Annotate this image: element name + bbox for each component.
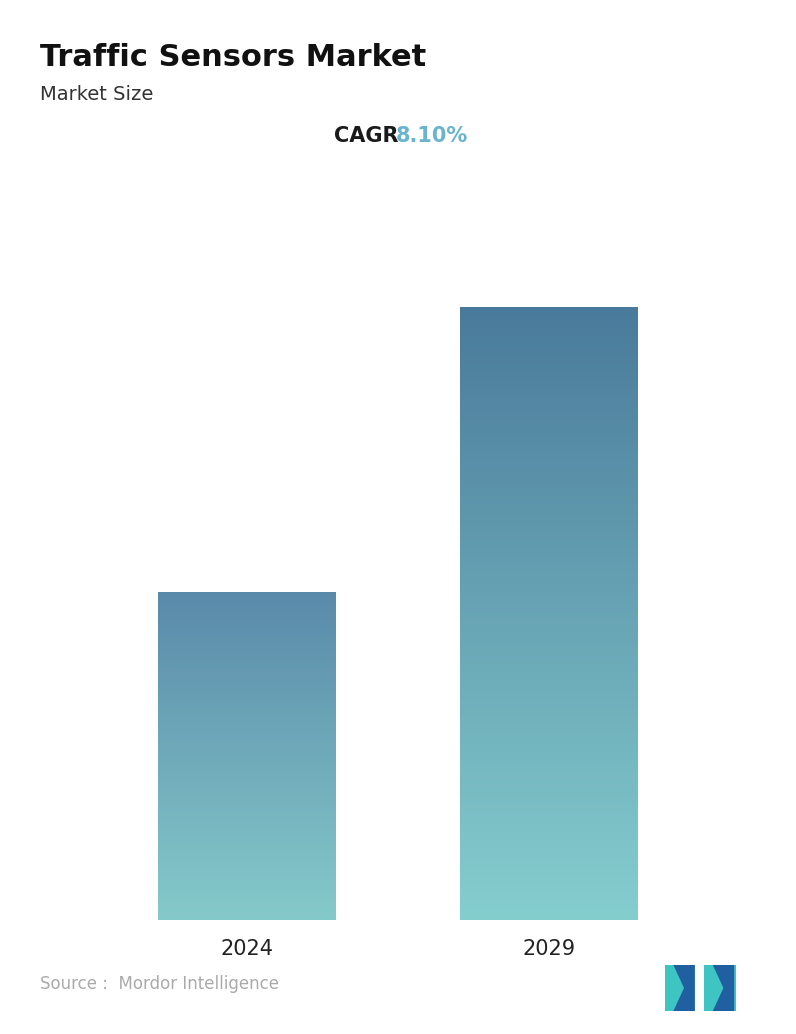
Text: Traffic Sensors Market: Traffic Sensors Market <box>40 43 426 72</box>
Text: Source :  Mordor Intelligence: Source : Mordor Intelligence <box>40 975 279 994</box>
Bar <box>704 965 736 1011</box>
Text: 2029: 2029 <box>522 939 576 959</box>
Polygon shape <box>673 965 695 1011</box>
Text: 8.10%: 8.10% <box>396 126 468 146</box>
Text: CAGR: CAGR <box>334 126 406 146</box>
Text: Market Size: Market Size <box>40 85 153 103</box>
Bar <box>665 965 695 1011</box>
Polygon shape <box>712 965 734 1011</box>
Text: 2024: 2024 <box>221 939 274 959</box>
